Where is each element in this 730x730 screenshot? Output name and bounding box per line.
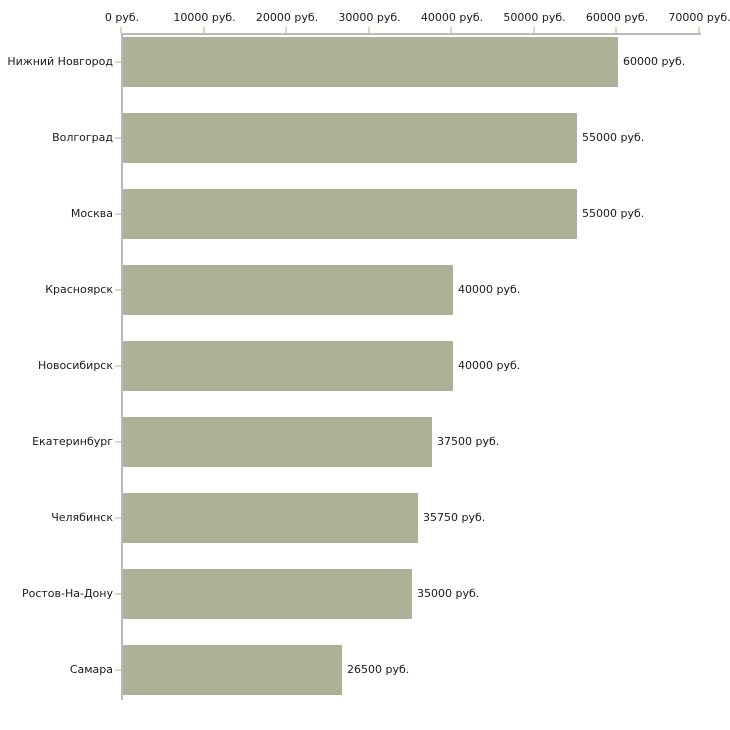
bar-value-label: 55000 руб. xyxy=(582,207,645,220)
category-label: Волгоград xyxy=(52,131,113,144)
category-label: Москва xyxy=(70,207,113,220)
y-axis-tick xyxy=(115,213,121,215)
x-axis-tick xyxy=(615,27,617,33)
x-axis-tick-label: 50000 руб. xyxy=(503,11,566,24)
bar-value-label: 55000 руб. xyxy=(582,131,645,144)
y-axis-tick xyxy=(115,669,121,671)
x-axis-tick-label: 0 руб. xyxy=(104,11,140,24)
x-axis-tick-label: 20000 руб. xyxy=(255,11,319,24)
category-label: Самара xyxy=(69,663,113,676)
y-axis-line xyxy=(121,33,123,700)
category-label: Нижний Новгород xyxy=(7,55,113,68)
category-label: Красноярск xyxy=(45,283,113,296)
x-axis-tick xyxy=(120,27,122,33)
x-axis-tick-label: 60000 руб. xyxy=(585,11,649,24)
bar-value-label: 35000 руб. xyxy=(417,587,480,600)
bar-value-label: 40000 руб. xyxy=(458,283,521,296)
y-axis-tick xyxy=(115,61,121,63)
category-label: Екатеринбург xyxy=(32,435,113,448)
bar-value-label: 60000 руб. xyxy=(623,55,686,68)
y-axis-tick xyxy=(115,289,121,291)
x-axis-tick xyxy=(450,27,452,33)
x-axis-tick xyxy=(367,27,370,33)
bar xyxy=(123,37,618,87)
x-axis-tick xyxy=(697,27,700,33)
bar-value-label: 37500 руб. xyxy=(437,435,500,448)
category-label: Новосибирск xyxy=(37,359,113,372)
x-axis-tick-label: 10000 руб. xyxy=(173,11,236,24)
x-axis-tick-label: 30000 руб. xyxy=(338,11,401,24)
bar xyxy=(123,341,453,391)
bar xyxy=(123,265,453,315)
x-axis-tick-label: 70000 руб. xyxy=(668,11,730,24)
bar-value-label: 40000 руб. xyxy=(458,359,521,372)
y-axis-tick xyxy=(115,365,121,367)
bar xyxy=(123,569,412,619)
y-axis-tick xyxy=(115,441,121,443)
x-axis-tick xyxy=(285,27,287,33)
x-axis-tick xyxy=(202,27,205,33)
category-label: Челябинск xyxy=(51,511,113,524)
category-label: Ростов-На-Дону xyxy=(21,587,113,600)
bar xyxy=(123,493,418,543)
bar-value-label: 35750 руб. xyxy=(423,511,486,524)
x-axis-line xyxy=(121,33,701,35)
bar-value-label: 26500 руб. xyxy=(347,663,410,676)
y-axis-tick xyxy=(115,137,121,139)
bar xyxy=(123,189,577,239)
bar xyxy=(123,417,432,467)
y-axis-tick xyxy=(115,517,121,519)
x-axis-tick-label: 40000 руб. xyxy=(420,11,484,24)
bar xyxy=(123,645,342,695)
y-axis-tick xyxy=(115,593,121,595)
x-axis-tick xyxy=(532,27,535,33)
bar xyxy=(123,113,577,163)
